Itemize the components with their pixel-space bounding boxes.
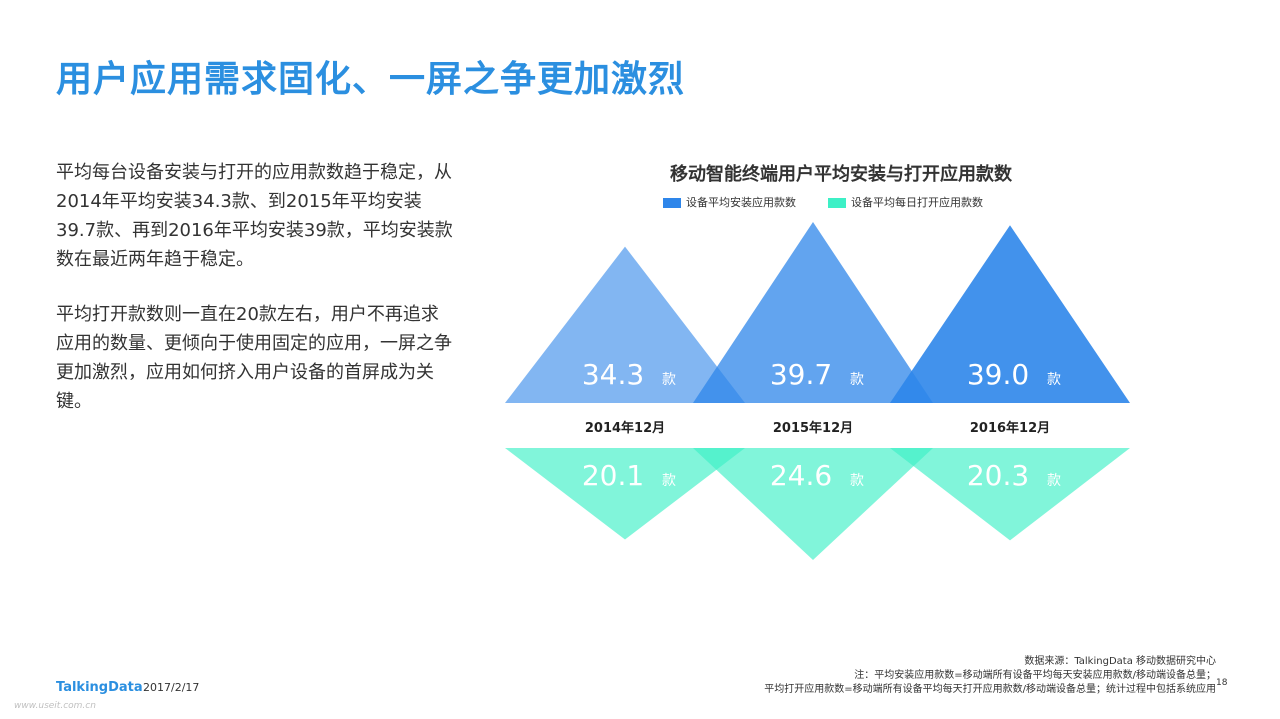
watermark: www.useit.com.cn bbox=[14, 701, 96, 711]
triangle-installed-3 bbox=[890, 225, 1130, 403]
value-label-opened-1: 20.1 bbox=[582, 459, 644, 492]
source-line: 数据来源：TalkingData 移动数据研究中心 bbox=[1024, 656, 1216, 667]
triangle-opened-3 bbox=[890, 448, 1130, 541]
category-label-2: 2015年12月 bbox=[773, 420, 853, 436]
triangle-chart: 移动智能终端用户平均安装与打开应用款数 设备平均安装应用款数 设备平均每日打开应… bbox=[505, 163, 1130, 560]
category-axis: 2014年12月 2015年12月 2016年12月 bbox=[585, 420, 1050, 436]
note-line-install: 注：平均安装应用款数=移动端所有设备平均每天安装应用款数/移动端设备总量； bbox=[854, 670, 1216, 681]
slide-title: 用户应用需求固化、一屏之争更加激烈 bbox=[56, 59, 686, 100]
note-line-open: 平均打开应用款数=移动端所有设备平均每天打开应用款数/移动端设备总量；统计过程中… bbox=[764, 684, 1216, 695]
body-text: 平均每台设备安装与打开的应用款数趋于稳定，从2014年平均安装34.3款、到20… bbox=[56, 158, 456, 442]
data-labels: 34.3 款 20.1 款 39.7 款 24.6 款 39.0 款 20.3 款 bbox=[582, 358, 1061, 492]
category-label-3: 2016年12月 bbox=[970, 420, 1050, 436]
legend-label-installed: 设备平均安装应用款数 bbox=[686, 195, 796, 209]
unit-label-opened-3: 款 bbox=[1047, 473, 1061, 489]
paragraph-open: 平均打开款数则一直在20款左右，用户不再追求应用的数量、更倾向于使用固定的应用，… bbox=[56, 304, 452, 412]
unit-label-installed-1: 款 bbox=[662, 372, 676, 388]
paragraph-install: 平均每台设备安装与打开的应用款数趋于稳定，从2014年平均安装34.3款、到20… bbox=[56, 162, 453, 270]
series-installed bbox=[505, 222, 1130, 403]
page-number: 18 bbox=[1216, 678, 1228, 688]
footer-date: 2017/2/17 bbox=[143, 681, 200, 694]
triangle-opened-1 bbox=[505, 448, 745, 540]
value-label-installed-3: 39.0 bbox=[967, 358, 1029, 391]
chart-title: 移动智能终端用户平均安装与打开应用款数 bbox=[670, 163, 1013, 185]
value-label-installed-2: 39.7 bbox=[770, 358, 832, 391]
triangle-opened-2 bbox=[693, 448, 933, 560]
category-label-1: 2014年12月 bbox=[585, 420, 665, 436]
source-notes: 数据来源：TalkingData 移动数据研究中心 注：平均安装应用款数=移动端… bbox=[616, 655, 1216, 697]
talkingdata-logo: TalkingData bbox=[56, 680, 143, 695]
unit-label-installed-3: 款 bbox=[1047, 372, 1061, 388]
unit-label-opened-1: 款 bbox=[662, 473, 676, 489]
value-label-installed-1: 34.3 bbox=[582, 358, 644, 391]
triangle-installed-2 bbox=[693, 222, 933, 403]
legend: 设备平均安装应用款数 设备平均每日打开应用款数 bbox=[663, 195, 983, 209]
series-opened bbox=[505, 448, 1130, 560]
legend-swatch-installed bbox=[663, 198, 681, 208]
value-label-opened-2: 24.6 bbox=[770, 459, 832, 492]
unit-label-opened-2: 款 bbox=[850, 473, 864, 489]
legend-label-opened: 设备平均每日打开应用款数 bbox=[851, 195, 983, 209]
triangle-installed-1 bbox=[505, 246, 745, 403]
unit-label-installed-2: 款 bbox=[850, 372, 864, 388]
value-label-opened-3: 20.3 bbox=[967, 459, 1029, 492]
legend-swatch-opened bbox=[828, 198, 846, 208]
